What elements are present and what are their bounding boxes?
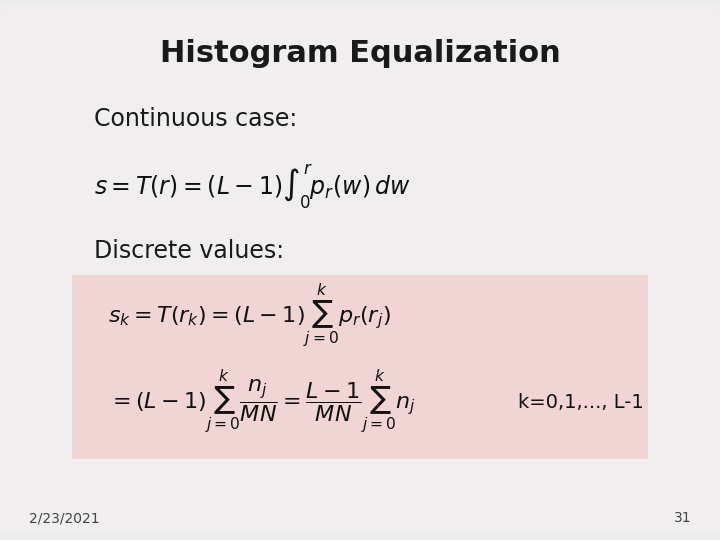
FancyBboxPatch shape <box>0 5 720 535</box>
Text: Histogram Equalization: Histogram Equalization <box>160 39 560 69</box>
Text: Discrete values:: Discrete values: <box>94 239 284 263</box>
Text: $s_k = T(r_k) = (L-1)\sum_{j=0}^{k} p_r(r_j)$: $s_k = T(r_k) = (L-1)\sum_{j=0}^{k} p_r(… <box>108 282 391 350</box>
FancyBboxPatch shape <box>72 275 648 459</box>
Text: 31: 31 <box>674 511 691 525</box>
Text: 2/23/2021: 2/23/2021 <box>29 511 99 525</box>
Text: Continuous case:: Continuous case: <box>94 107 297 131</box>
Text: $= (L-1)\sum_{j=0}^{k}\dfrac{n_j}{MN} = \dfrac{L-1}{MN}\sum_{j=0}^{k} n_j$: $= (L-1)\sum_{j=0}^{k}\dfrac{n_j}{MN} = … <box>108 368 416 436</box>
Text: k=0,1,..., L-1: k=0,1,..., L-1 <box>518 393 644 412</box>
Text: $s = T(r) = (L-1)\int_0^r p_r(w)\,dw$: $s = T(r) = (L-1)\int_0^r p_r(w)\,dw$ <box>94 162 410 211</box>
